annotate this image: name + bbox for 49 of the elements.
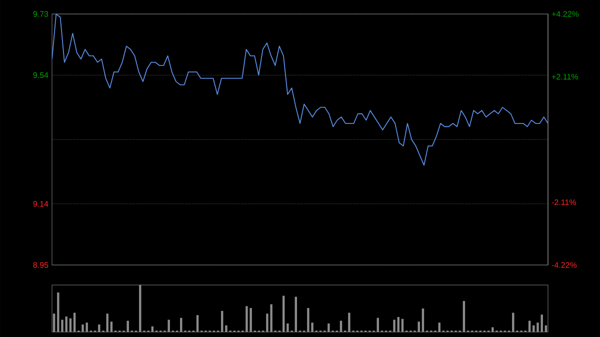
bar [86,322,88,332]
y2-tick-label: -2.11% [552,199,576,206]
bar [512,312,514,332]
bar [376,318,379,332]
bar [307,308,310,332]
bar [196,315,199,332]
bar [246,306,248,332]
bar [340,320,342,332]
bar [126,320,129,332]
bar [438,322,440,332]
bar [82,324,84,332]
y2-tick-label: -4.22% [552,262,577,268]
y-tick-label: 9.73 [33,11,48,17]
bar [422,308,424,332]
bar [139,284,142,332]
bar [110,322,113,332]
y-tick-label: 8.95 [33,262,48,268]
bar [52,314,56,332]
bar [57,292,60,332]
bar [462,300,466,332]
bar [98,324,100,332]
bar [328,324,330,332]
bar [532,325,535,332]
bar [250,308,252,332]
bar [180,318,182,332]
bar [294,296,298,332]
bar [286,324,289,332]
y2-tick-label: +4.22% [552,11,579,17]
bar [401,318,404,332]
bar [73,312,76,332]
bar [492,327,494,332]
bar [528,320,531,332]
bar [418,322,420,332]
bar [540,314,543,332]
bar [282,296,285,332]
bar [397,316,400,332]
bar [65,316,68,332]
bar [69,318,72,332]
bar [168,320,170,332]
bar [393,320,396,332]
y-tick-label: 9.14 [33,201,48,207]
bar [106,314,108,332]
bar [221,310,224,332]
bar [348,312,350,332]
y2-tick-label: +2.11% [552,74,578,80]
bar [270,304,272,332]
bar [544,325,548,332]
bar [225,325,228,332]
y-tick-label: 9.54 [33,72,48,78]
